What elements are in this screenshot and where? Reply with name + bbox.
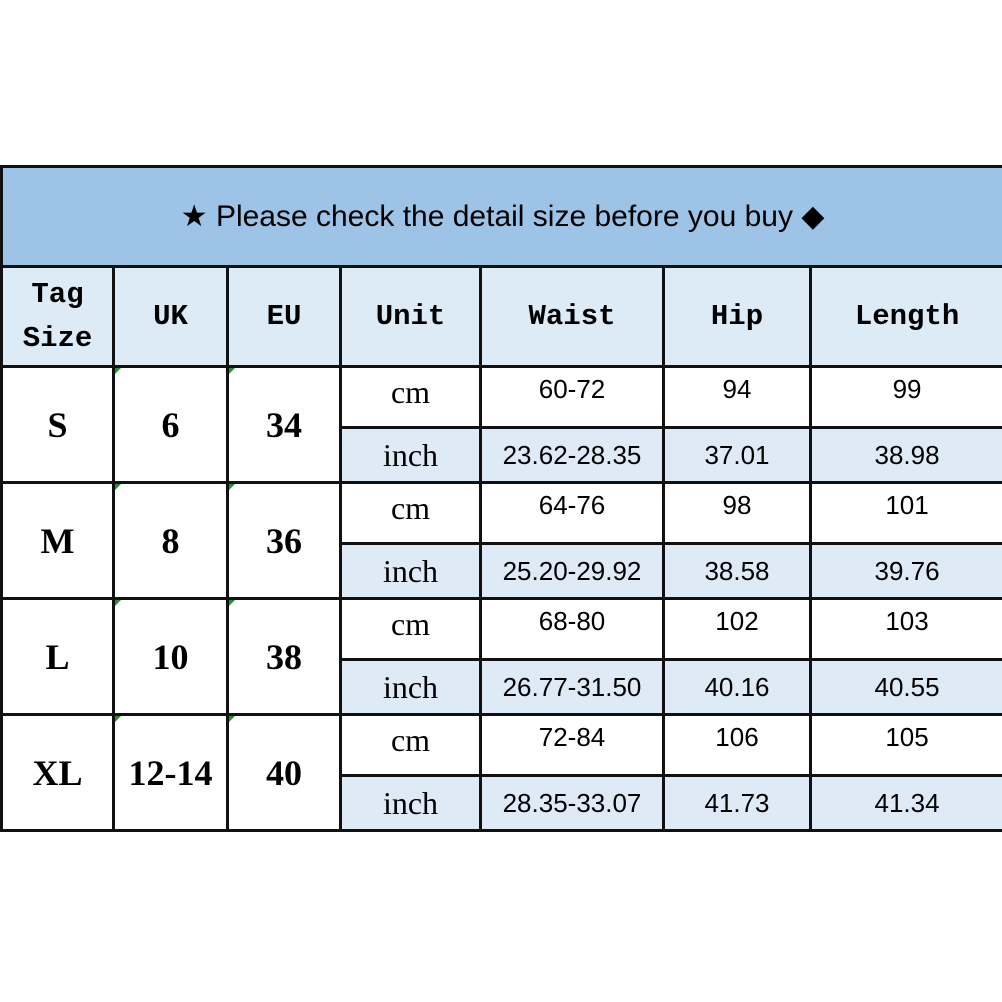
tag-size-cell: S (0, 365, 115, 484)
table-row-inch: inch 28.35-33.07 41.73 41.34 (2, 774, 1002, 832)
eu-size-cell: 34 (226, 365, 342, 484)
uk-size-cell: 12-14 (112, 713, 229, 832)
eu-size-cell: 40 (226, 713, 342, 832)
uk-size-cell: 10 (112, 597, 229, 716)
table-row-inch: inch 26.77-31.50 40.16 40.55 (2, 658, 1002, 716)
hip-cell: 98 (662, 481, 812, 545)
table-title: ★ Please check the detail size before yo… (0, 165, 1002, 268)
unit-cell: cm (339, 365, 482, 429)
hip-cell: 94 (662, 365, 812, 429)
length-cell: 99 (808, 365, 1002, 429)
table-row-cm: M 8 36 cm 64-76 98 101 (0, 481, 1002, 600)
unit-cell: cm (339, 481, 482, 545)
waist-cell: 72-84 (479, 713, 665, 777)
tag-size-cell: M (0, 481, 115, 600)
tag-size-cell: XL (0, 713, 115, 832)
diamond-icon: ◆ (801, 200, 825, 233)
hip-cell: 106 (662, 713, 812, 777)
table-row-cm: L 10 38 cm 68-80 102 103 (0, 597, 1002, 716)
length-cell: 38.98 (808, 426, 1002, 484)
unit-cell: inch (339, 658, 482, 716)
size-chart-table: ★ Please check the detail size before yo… (0, 165, 1002, 832)
hip-cell: 38.58 (662, 542, 812, 600)
waist-cell: 25.20-29.92 (479, 542, 665, 600)
length-cell: 103 (808, 597, 1002, 661)
table-row-cm: S 6 34 cm 60-72 94 99 (0, 365, 1002, 484)
hip-cell: 37.01 (662, 426, 812, 484)
header-row: Tag Size UK EU Unit Waist Hip Length (0, 265, 1002, 368)
unit-cell: inch (339, 426, 482, 484)
star-icon: ★ (180, 200, 208, 233)
uk-size-cell: 6 (112, 365, 229, 484)
waist-cell: 28.35-33.07 (479, 774, 665, 832)
length-cell: 41.34 (808, 774, 1002, 832)
header-unit: Unit (339, 265, 482, 368)
tag-size-cell: L (0, 597, 115, 716)
waist-cell: 68-80 (479, 597, 665, 661)
table-row-cm: XL 12-14 40 cm 72-84 106 105 (0, 713, 1002, 832)
length-cell: 40.55 (808, 658, 1002, 716)
table-row-inch: inch 25.20-29.92 38.58 39.76 (2, 542, 1002, 600)
hip-cell: 41.73 (662, 774, 812, 832)
header-eu: EU (226, 265, 342, 368)
waist-cell: 60-72 (479, 365, 665, 429)
unit-cell: inch (339, 542, 482, 600)
title-text: Please check the detail size before you … (215, 200, 793, 233)
header-uk: UK (112, 265, 229, 368)
table-row-inch: inch 23.62-28.35 37.01 38.98 (2, 426, 1002, 484)
length-cell: 39.76 (808, 542, 1002, 600)
header-waist: Waist (479, 265, 665, 368)
waist-cell: 23.62-28.35 (479, 426, 665, 484)
hip-cell: 102 (662, 597, 812, 661)
waist-cell: 64-76 (479, 481, 665, 545)
header-tag-size: Tag Size (0, 265, 115, 368)
eu-size-cell: 38 (226, 597, 342, 716)
unit-cell: cm (339, 713, 482, 777)
unit-cell: inch (339, 774, 482, 832)
length-cell: 101 (808, 481, 1002, 545)
uk-size-cell: 8 (112, 481, 229, 600)
eu-size-cell: 36 (226, 481, 342, 600)
waist-cell: 26.77-31.50 (479, 658, 665, 716)
unit-cell: cm (339, 597, 482, 661)
header-hip: Hip (662, 265, 812, 368)
length-cell: 105 (808, 713, 1002, 777)
header-length: Length (808, 265, 1002, 368)
hip-cell: 40.16 (662, 658, 812, 716)
